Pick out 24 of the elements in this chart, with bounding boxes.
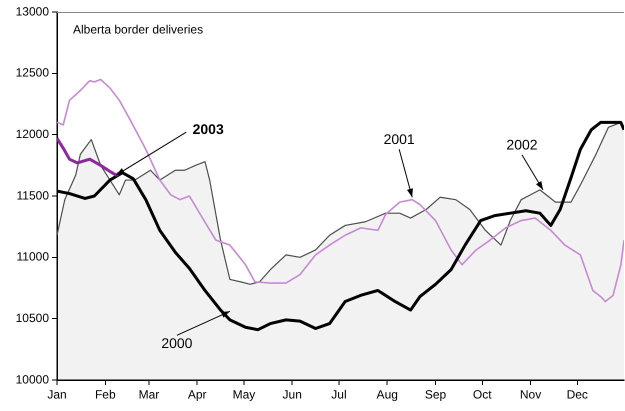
y-tick-label: 12500	[16, 66, 50, 80]
text: Alberta border deliveries	[73, 22, 204, 36]
x-tick-label: Apr	[188, 388, 207, 402]
x-tick-label: Jan	[47, 388, 67, 402]
x-tick-label: Sep	[424, 388, 447, 402]
y-tick-label: 11000	[16, 250, 50, 264]
y-tick-label: 10500	[16, 310, 50, 325]
x-tick-label: Nov	[520, 388, 542, 402]
annotation: 2000	[161, 335, 193, 352]
y-tick-label: 12000	[16, 126, 50, 141]
x-tick-label: Mar	[138, 388, 160, 402]
y-tick-label: 10000	[16, 372, 50, 386]
annotation: 2001	[384, 131, 415, 148]
x-tick-label: Feb	[94, 388, 116, 402]
x-tick-label: Aug	[376, 388, 398, 402]
x-tick-label: Dec	[566, 388, 588, 402]
y-tick-label: 11500	[16, 188, 50, 202]
annotation: 2002	[506, 136, 538, 153]
y-tick-label: 13000	[16, 4, 50, 18]
x-tick-label: May	[232, 388, 256, 402]
annotation: 2003	[192, 121, 224, 138]
x-tick-label: Jul	[331, 388, 347, 402]
x-tick-label: Oct	[472, 388, 492, 402]
x-tick-label: Jun	[282, 388, 302, 402]
